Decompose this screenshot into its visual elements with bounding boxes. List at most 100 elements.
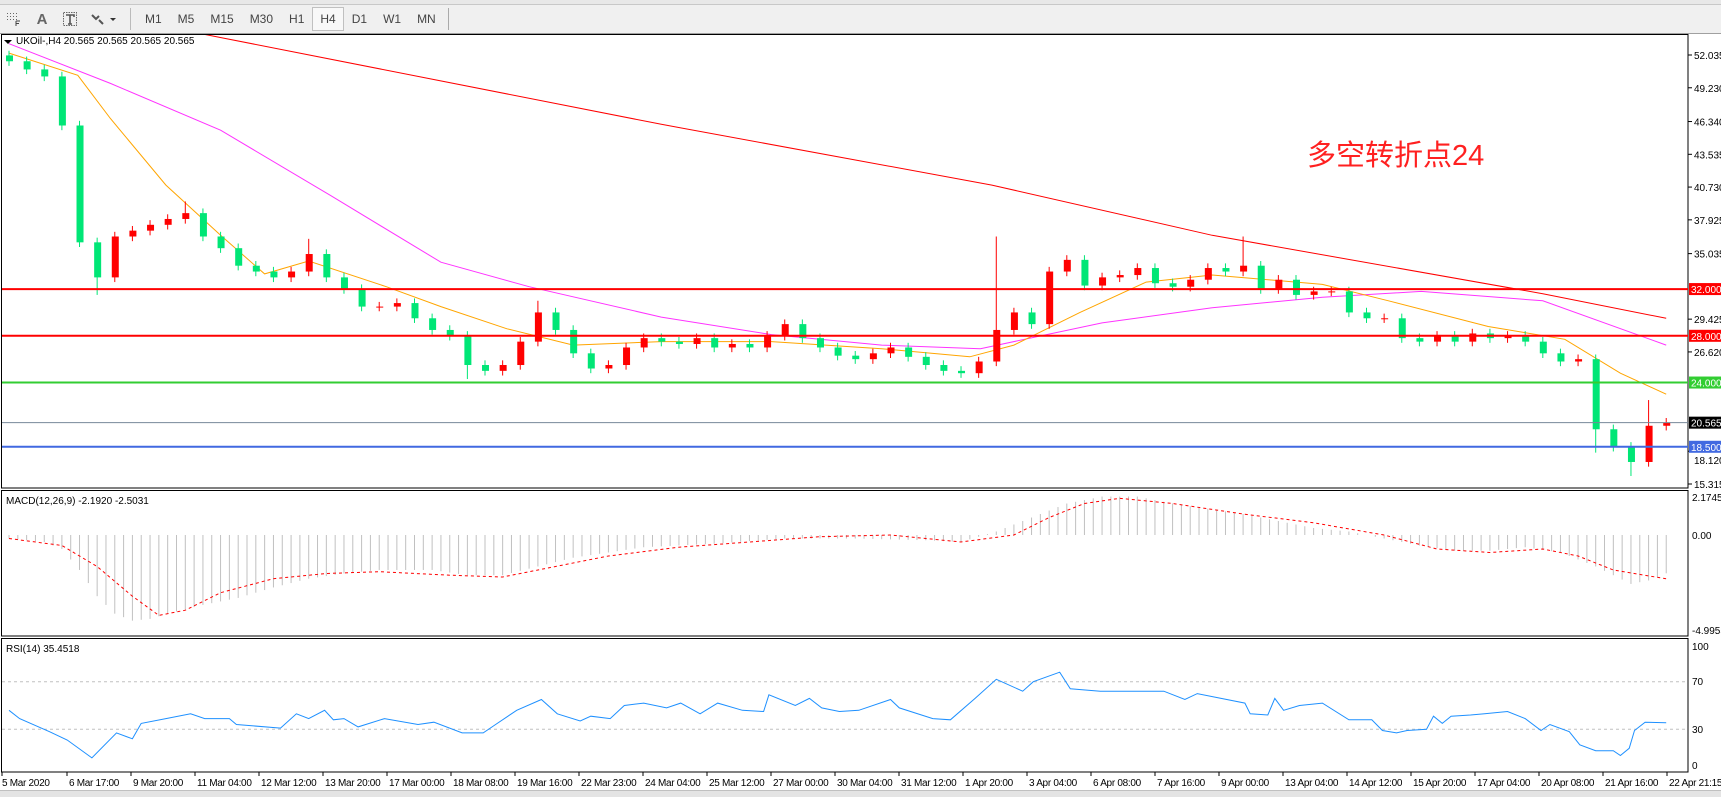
price-tick-label: 18.120 xyxy=(1694,456,1721,467)
candle-body xyxy=(1610,429,1618,447)
candle-body xyxy=(834,347,842,356)
candle-body xyxy=(1416,338,1424,342)
candle-body xyxy=(675,341,683,344)
macd-tick-max: 2.1745 xyxy=(1692,493,1721,504)
level-tag-3 xyxy=(1689,416,1721,429)
time-tick-label: 3 Apr 04:00 xyxy=(1029,778,1078,789)
timeframe-h4[interactable]: H4 xyxy=(312,7,344,31)
candle-body xyxy=(711,338,719,348)
price-tick-label: 49.230 xyxy=(1694,84,1721,95)
candle-body xyxy=(429,318,437,330)
timeframe-w1[interactable]: W1 xyxy=(383,12,402,26)
time-tick-label: 12 Mar 12:00 xyxy=(261,778,317,789)
level-tag-4 xyxy=(1689,440,1721,453)
candle-body xyxy=(1434,335,1442,342)
time-tick-label: 14 Apr 12:00 xyxy=(1349,778,1403,789)
candle-body xyxy=(288,271,296,278)
time-tick-label: 20 Apr 08:00 xyxy=(1541,778,1595,789)
horizontal-levels: 32.000 28.000 24.000 20.565 18.500 xyxy=(2,283,1721,454)
candle-body xyxy=(1381,318,1389,320)
candle-body xyxy=(1046,271,1054,325)
price-tick-label: 46.340 xyxy=(1694,118,1721,129)
candle-body xyxy=(1169,283,1177,287)
candle-body xyxy=(1010,312,1018,330)
candle-body xyxy=(199,213,207,237)
price-chart[interactable]: 52.035 49.230 46.340 43.535 40.730 37.925 35.0… xyxy=(0,34,1721,790)
level-tag-label-0: 32.000 xyxy=(1691,285,1721,296)
time-tick-label: 24 Mar 04:00 xyxy=(645,778,701,789)
candle-body xyxy=(517,341,525,366)
candle-body xyxy=(1363,312,1371,319)
candle-body xyxy=(323,254,331,278)
text-label-icon[interactable] xyxy=(56,7,84,31)
candle-body xyxy=(1328,291,1336,293)
toolbar: A M1 M5 M15 M30 H1 H4 D1 W1 MN xyxy=(0,5,1721,34)
time-tick-label: 5 Mar 2020 xyxy=(2,778,50,789)
candle-body xyxy=(1134,268,1142,276)
candle-body xyxy=(640,338,648,348)
candle-body xyxy=(1592,359,1600,430)
grid-period-icon[interactable] xyxy=(0,7,28,31)
candle-body xyxy=(1345,291,1353,313)
rsi-line xyxy=(8,671,1667,759)
time-tick-label: 30 Mar 04:00 xyxy=(837,778,893,789)
candle-body xyxy=(922,356,930,366)
candle-body xyxy=(605,365,613,369)
macd-plot xyxy=(8,496,1667,621)
candle-body xyxy=(411,303,419,319)
time-tick-label: 11 Mar 04:00 xyxy=(197,778,252,789)
timeframe-m1[interactable]: M1 xyxy=(145,12,162,26)
rsi-tick-0: 0 xyxy=(1692,761,1698,772)
timeframe-mn[interactable]: MN xyxy=(417,12,436,26)
time-tick-label: 22 Mar 23:00 xyxy=(581,778,637,789)
candle-body xyxy=(940,365,948,371)
rsi-plot xyxy=(2,671,1688,759)
candle-body xyxy=(1292,279,1300,295)
chart-title: UKOil-,H4 20.565 20.565 20.565 20.565 xyxy=(16,36,195,47)
price-tick-label: 40.730 xyxy=(1694,183,1721,194)
candle-body xyxy=(905,347,913,357)
timeframe-m30[interactable]: M30 xyxy=(249,12,274,26)
candle-body xyxy=(252,265,260,272)
candle-body xyxy=(993,329,1001,362)
price-tick-label: 35.035 xyxy=(1694,250,1721,261)
level-tag-label-4: 18.500 xyxy=(1691,443,1721,454)
timeframe-m15[interactable]: M15 xyxy=(210,12,234,26)
level-tag-label-2: 24.000 xyxy=(1691,379,1721,390)
candle-body xyxy=(1522,335,1530,342)
window-top-strip xyxy=(0,0,1721,5)
candle-body xyxy=(270,271,278,278)
candle-body xyxy=(446,329,454,336)
text-icon[interactable]: A xyxy=(28,7,56,31)
candle-body xyxy=(1187,279,1195,287)
candle-body xyxy=(869,353,877,360)
macd-panel-frame xyxy=(1,490,1689,637)
candle-body xyxy=(1398,318,1406,339)
candle-body xyxy=(1151,268,1159,284)
candle-body xyxy=(147,224,155,231)
time-tick-label: 17 Apr 04:00 xyxy=(1477,778,1531,789)
level-tag-1 xyxy=(1689,329,1721,342)
candle-body xyxy=(1575,359,1583,362)
moving-average-line-0 xyxy=(205,35,1667,319)
candle-body xyxy=(94,242,102,278)
timeframe-h1[interactable]: H1 xyxy=(289,12,305,26)
timeframe-m5[interactable]: M5 xyxy=(177,12,195,26)
candle-body xyxy=(58,76,66,126)
candle-body xyxy=(482,365,490,371)
candle-body xyxy=(23,61,31,70)
candle-body xyxy=(781,324,789,336)
candle-body xyxy=(1539,341,1547,354)
main-plot xyxy=(6,35,1671,476)
candle-body xyxy=(6,55,13,62)
candle-body xyxy=(1116,275,1124,278)
candle-body xyxy=(358,289,366,307)
candle-body xyxy=(499,365,507,371)
rsi-tick-70: 70 xyxy=(1692,677,1704,688)
arrows-icon[interactable] xyxy=(84,7,124,31)
time-tick-label: 22 Apr 21:15 xyxy=(1669,778,1721,789)
level-tag-label-1: 28.000 xyxy=(1691,332,1721,343)
candle-body xyxy=(1099,277,1107,286)
timeframe-d1[interactable]: D1 xyxy=(351,12,368,26)
panel-collapse-icon[interactable] xyxy=(4,40,12,44)
